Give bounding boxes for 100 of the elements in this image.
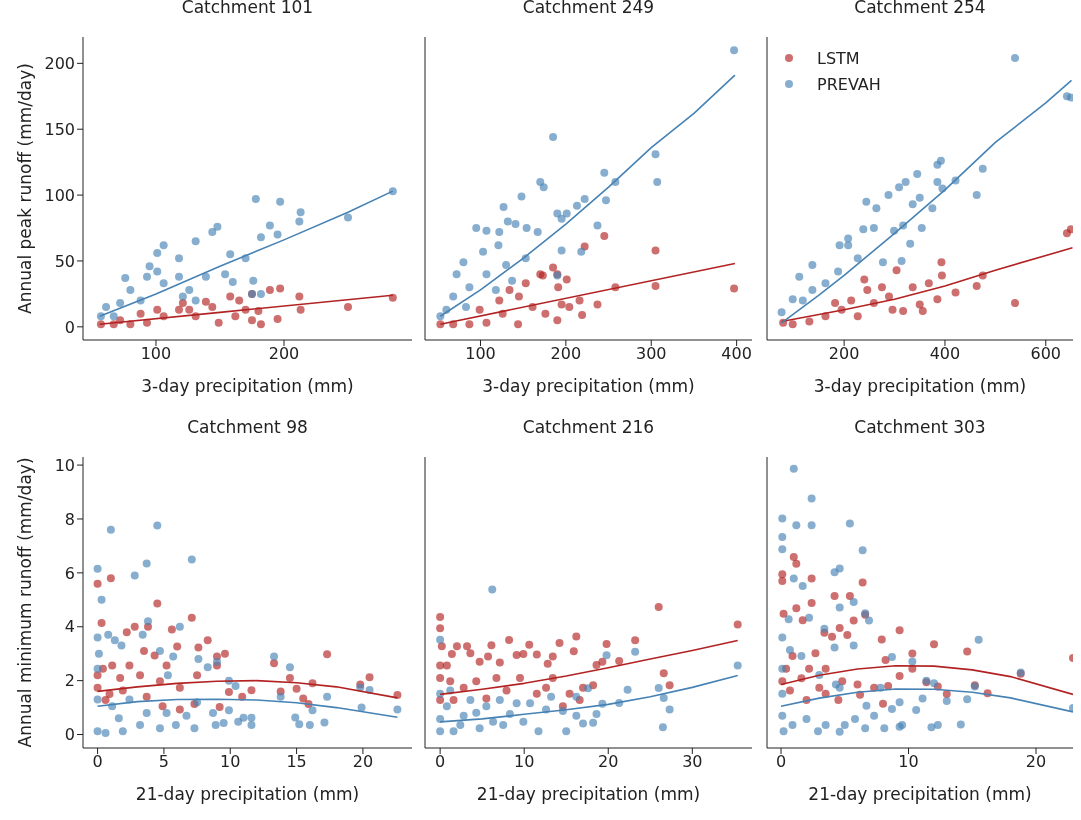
point xyxy=(915,300,924,309)
point xyxy=(472,677,481,686)
legend-label: PREVAH xyxy=(817,74,881,94)
point xyxy=(877,283,886,292)
point xyxy=(436,635,445,644)
y-axis-title: Annual peak runoff (mm/day) xyxy=(15,63,36,314)
point xyxy=(853,312,862,321)
point xyxy=(602,651,611,660)
point xyxy=(557,300,566,309)
point xyxy=(792,559,801,568)
point xyxy=(665,681,674,690)
x-tick-label: 100 xyxy=(465,344,496,364)
point xyxy=(456,721,465,730)
point xyxy=(393,705,402,714)
point xyxy=(543,659,552,668)
point xyxy=(436,673,445,682)
point xyxy=(175,254,184,263)
x-tick-label: 600 xyxy=(1030,344,1062,364)
point xyxy=(175,705,184,714)
point xyxy=(514,320,523,329)
point xyxy=(150,651,159,660)
point xyxy=(525,640,534,649)
point xyxy=(159,279,168,288)
point xyxy=(436,714,445,723)
x-tick-label: 300 xyxy=(635,344,667,364)
point xyxy=(167,625,176,634)
point xyxy=(572,692,581,701)
point xyxy=(593,221,602,230)
point xyxy=(93,633,102,642)
point xyxy=(505,285,514,294)
point xyxy=(860,275,869,284)
point xyxy=(194,643,203,652)
point xyxy=(194,655,203,664)
point xyxy=(224,706,233,715)
point xyxy=(169,652,178,661)
point xyxy=(130,571,139,580)
point xyxy=(495,696,504,705)
y-axis-title: Annual minimum runoff (mm/day) xyxy=(15,457,36,748)
point xyxy=(933,295,942,304)
point xyxy=(838,677,847,686)
point xyxy=(502,686,511,695)
point xyxy=(901,177,910,186)
x-tick-label: 200 xyxy=(828,344,860,364)
point xyxy=(600,168,609,177)
point xyxy=(557,214,566,223)
point xyxy=(203,636,212,645)
point xyxy=(472,708,481,717)
point xyxy=(213,222,222,231)
point xyxy=(885,292,893,301)
point xyxy=(190,724,199,733)
point xyxy=(121,274,130,283)
point xyxy=(226,292,235,301)
point xyxy=(108,661,117,670)
point xyxy=(505,635,514,644)
point xyxy=(163,671,172,680)
point xyxy=(835,241,844,250)
point xyxy=(436,727,445,736)
chart-title: Catchment 249 xyxy=(521,0,656,19)
point xyxy=(142,708,151,717)
point xyxy=(580,195,589,204)
point xyxy=(853,254,862,263)
point xyxy=(138,630,147,639)
point xyxy=(733,620,742,629)
point xyxy=(219,718,228,727)
point xyxy=(323,692,332,701)
point xyxy=(577,247,586,256)
point xyxy=(795,272,804,281)
point xyxy=(847,296,856,305)
point xyxy=(187,613,196,622)
point xyxy=(357,703,366,712)
point xyxy=(805,317,814,326)
point xyxy=(499,721,508,730)
point xyxy=(895,626,904,635)
x-tick-label: 200 xyxy=(268,344,300,364)
point xyxy=(593,300,602,309)
point xyxy=(508,276,517,285)
chart-title: Catchment 98 xyxy=(186,416,309,439)
x-tick-label: 15 xyxy=(286,752,307,772)
point xyxy=(144,617,152,626)
point xyxy=(933,177,942,186)
point xyxy=(104,630,113,639)
point xyxy=(978,164,987,173)
point xyxy=(555,638,564,647)
point xyxy=(651,150,660,159)
point xyxy=(554,283,563,292)
point xyxy=(798,296,807,305)
point xyxy=(881,655,890,664)
point xyxy=(807,599,816,608)
point xyxy=(972,281,981,290)
point xyxy=(116,673,125,682)
point xyxy=(140,647,149,655)
y-tick-label: 6 xyxy=(64,563,75,583)
y-tick-label: 4 xyxy=(64,617,75,637)
point xyxy=(175,622,184,631)
point xyxy=(158,702,167,711)
point xyxy=(114,714,123,723)
point xyxy=(572,201,581,210)
point xyxy=(220,649,229,658)
point xyxy=(276,197,285,206)
point xyxy=(589,681,598,690)
